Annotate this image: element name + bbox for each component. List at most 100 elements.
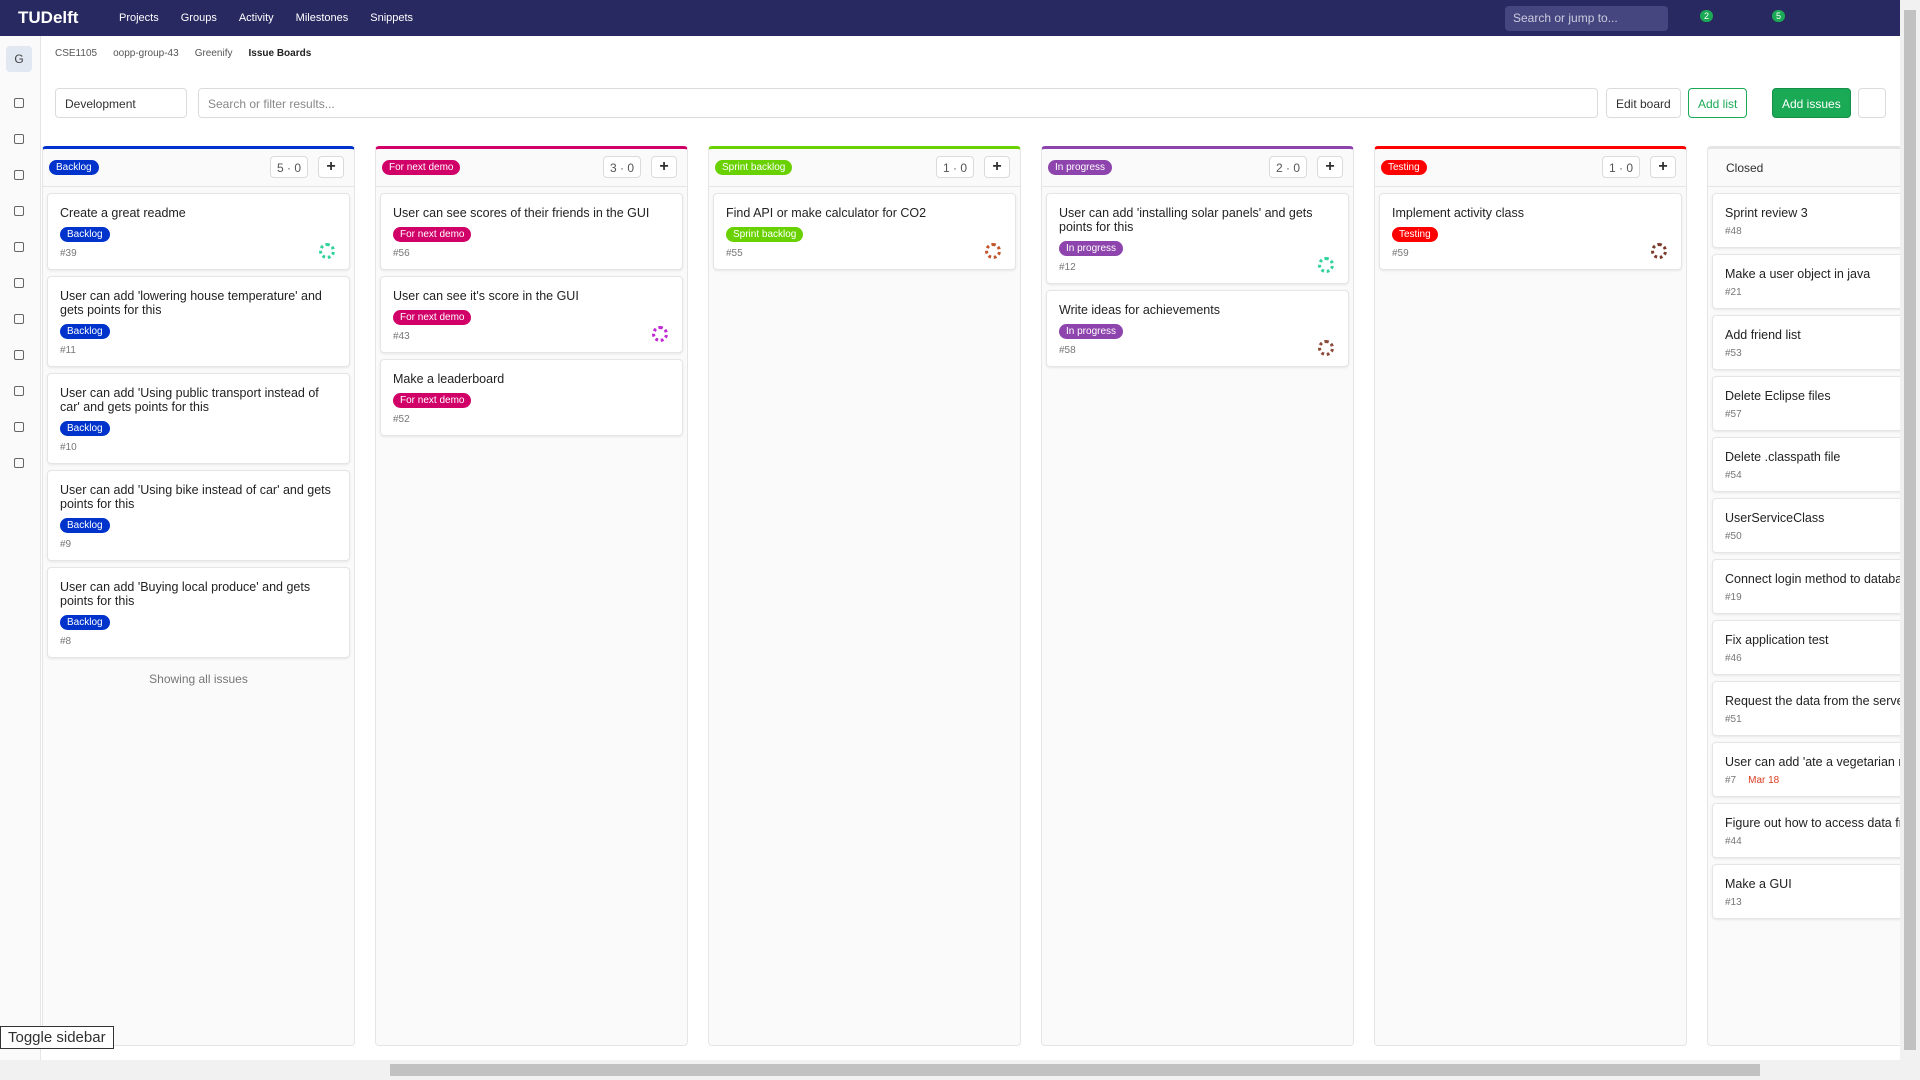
nav-icon[interactable] xyxy=(14,170,24,180)
issue-label[interactable]: For next demo xyxy=(393,393,472,408)
nav-menu[interactable]: Milestones xyxy=(295,12,349,24)
issue-card[interactable]: Find API or make calculator for CO2 Sprin… xyxy=(713,193,1016,270)
filter-input[interactable]: Search or filter results... xyxy=(198,88,1598,118)
todo-badge[interactable]: 5 xyxy=(1772,10,1786,22)
issue-card[interactable]: Delete Eclipse files #57 xyxy=(1712,376,1900,431)
assignee-avatar[interactable] xyxy=(1318,257,1334,273)
issue-title[interactable]: User can add 'lowering house temperature… xyxy=(60,289,322,317)
issue-label[interactable]: Backlog xyxy=(60,518,110,533)
add-issue-button[interactable]: + xyxy=(651,156,677,178)
add-list-button[interactable]: Add list xyxy=(1688,88,1748,118)
issue-card[interactable]: User can add 'Using public transport ins… xyxy=(47,373,350,464)
assignee-avatar[interactable] xyxy=(1318,340,1334,356)
issue-card[interactable]: User can see scores of their friends in … xyxy=(380,193,683,270)
issue-card[interactable]: Make a GUI #13 xyxy=(1712,864,1900,919)
nav-icon[interactable] xyxy=(14,206,24,216)
issue-title[interactable]: Request the data from the server a the u… xyxy=(1725,694,1900,708)
add-issues-button[interactable]: Add issues xyxy=(1772,88,1851,118)
nav-menu[interactable]: Snippets xyxy=(370,12,414,24)
issue-card[interactable]: User can add 'installing solar panels' a… xyxy=(1046,193,1349,284)
issue-card[interactable]: User can see it's score in the GUI For ne… xyxy=(380,276,683,353)
issue-card[interactable]: User can add 'Buying local produce' and … xyxy=(47,567,350,658)
nav-menu[interactable]: Groups xyxy=(180,12,217,24)
issue-label[interactable]: In progress xyxy=(1059,241,1124,256)
issue-title[interactable]: Delete .classpath file xyxy=(1725,450,1841,464)
issue-card[interactable]: Fix application test #46 xyxy=(1712,620,1900,675)
issue-label[interactable]: For next demo xyxy=(393,310,472,325)
issue-title[interactable]: Find API or make calculator for CO2 xyxy=(726,206,927,220)
issue-title[interactable]: Make a user object in java xyxy=(1725,267,1871,281)
issue-card[interactable]: User can add 'Using bike instead of car'… xyxy=(47,470,350,561)
scroll-thumb[interactable] xyxy=(390,1064,1760,1076)
issue-title[interactable]: Figure out how to access data fror xyxy=(1725,816,1900,830)
breadcrumb[interactable]: Greenify xyxy=(194,48,233,59)
assignee-avatar[interactable] xyxy=(319,243,335,259)
issue-card[interactable]: Figure out how to access data fror #44 xyxy=(1712,803,1900,858)
assignee-avatar[interactable] xyxy=(652,326,668,342)
issue-card[interactable]: Sprint review 3 #48 xyxy=(1712,193,1900,248)
issue-title[interactable]: User can add 'Using bike instead of car'… xyxy=(60,483,331,511)
search-box[interactable]: Search or jump to... xyxy=(1505,6,1668,31)
issue-title[interactable]: User can add 'Buying local produce' and … xyxy=(60,580,311,608)
nav-menu[interactable]: Projects xyxy=(119,12,159,24)
nav-icon[interactable] xyxy=(14,134,24,144)
nav-icon[interactable] xyxy=(14,242,24,252)
nav-icon[interactable] xyxy=(14,422,24,432)
add-issue-button[interactable]: + xyxy=(984,156,1010,178)
board-select[interactable]: Development xyxy=(55,88,187,118)
v-scrollbar[interactable] xyxy=(1900,0,1920,1080)
nav-icon[interactable] xyxy=(14,458,24,468)
nav-icon[interactable] xyxy=(14,314,24,324)
issue-title[interactable]: User can add 'installing solar panels' a… xyxy=(1059,206,1313,234)
nav-icon[interactable] xyxy=(14,278,24,288)
issue-card[interactable]: Make a user object in java #21 xyxy=(1712,254,1900,309)
issue-card[interactable]: Request the data from the server a the u… xyxy=(1712,681,1900,736)
issue-title[interactable]: Connect login method to databas xyxy=(1725,572,1900,586)
issue-card[interactable]: Add friend list #53 xyxy=(1712,315,1900,370)
issue-card[interactable]: User can add 'lowering house temperature… xyxy=(47,276,350,367)
issue-card[interactable]: Write ideas for achievements In progress #… xyxy=(1046,290,1349,367)
issue-card[interactable]: Connect login method to databas #19 xyxy=(1712,559,1900,614)
add-issue-button[interactable]: + xyxy=(1317,156,1343,178)
issue-title[interactable]: Sprint review 3 xyxy=(1725,206,1808,220)
issue-card[interactable]: UserServiceClass #50 xyxy=(1712,498,1900,553)
issue-card[interactable]: Create a great readme Backlog #39 xyxy=(47,193,350,270)
edit-board-button[interactable]: Edit board xyxy=(1606,88,1681,118)
issue-title[interactable]: User can see scores of their friends in … xyxy=(393,206,650,220)
issue-title[interactable]: Write ideas for achievements xyxy=(1059,303,1220,317)
issue-title[interactable]: Make a leaderboard xyxy=(393,372,505,386)
add-issue-button[interactable]: + xyxy=(318,156,344,178)
nav-icon[interactable] xyxy=(14,386,24,396)
h-scrollbar[interactable] xyxy=(0,1060,1900,1080)
add-issue-button[interactable]: + xyxy=(1650,156,1676,178)
issue-title[interactable]: User can see it's score in the GUI xyxy=(393,289,579,303)
issue-title[interactable]: Add friend list xyxy=(1725,328,1801,342)
issue-title[interactable]: UserServiceClass xyxy=(1725,511,1825,525)
assignee-avatar[interactable] xyxy=(985,243,1001,259)
issue-label[interactable]: Sprint backlog xyxy=(726,227,804,242)
issue-title[interactable]: Make a GUI xyxy=(1725,877,1792,891)
fullscreen-button[interactable] xyxy=(1858,88,1886,118)
nav-menu[interactable]: Activity xyxy=(238,12,274,24)
issue-card[interactable]: User can add 'ate a vegetarian mea point… xyxy=(1712,742,1900,797)
issue-label[interactable]: Backlog xyxy=(60,615,110,630)
breadcrumb[interactable]: oopp-group-43 xyxy=(113,48,179,59)
nav-icon[interactable] xyxy=(14,98,24,108)
issue-title[interactable]: User can add 'ate a vegetarian mea point… xyxy=(1725,755,1900,769)
mr-badge[interactable]: 2 xyxy=(1700,10,1714,22)
scroll-thumb[interactable] xyxy=(1904,10,1916,1050)
issue-card[interactable]: Implement activity class Testing #59 xyxy=(1379,193,1682,270)
list-title[interactable]: Closed xyxy=(1726,161,1764,175)
issue-card[interactable]: Delete .classpath file #54 xyxy=(1712,437,1900,492)
issue-label[interactable]: Backlog xyxy=(60,324,110,339)
issue-title[interactable]: Delete Eclipse files xyxy=(1725,389,1831,403)
issue-title[interactable]: Create a great readme xyxy=(60,206,186,220)
issue-label[interactable]: Backlog xyxy=(60,421,110,436)
issue-label[interactable]: In progress xyxy=(1059,324,1124,339)
issue-title[interactable]: Implement activity class xyxy=(1392,206,1524,220)
nav-icon[interactable] xyxy=(14,350,24,360)
breadcrumb[interactable]: Issue Boards xyxy=(248,48,312,59)
logo[interactable]: TUDelft xyxy=(18,8,79,27)
project-avatar[interactable]: G xyxy=(6,46,32,72)
issue-label[interactable]: Backlog xyxy=(60,227,110,242)
